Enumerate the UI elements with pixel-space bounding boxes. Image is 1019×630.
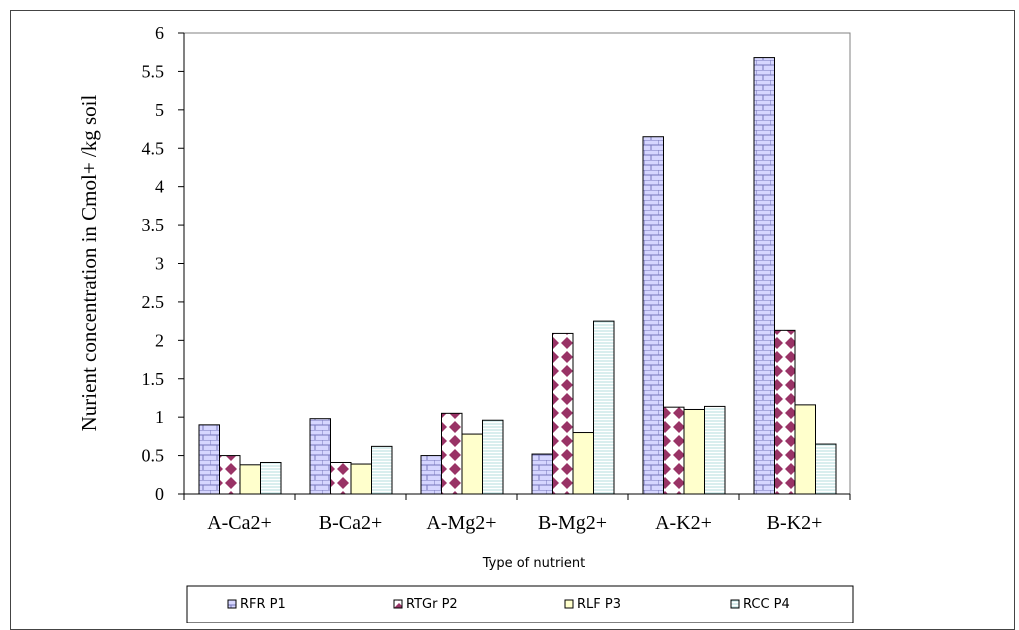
bar-rlf-p3-b-k2- [794,404,816,495]
y-tick-label: 0.5 [142,446,165,466]
x-category-label: B-Mg2+ [538,512,607,534]
bar-rcc-p4-b-mg2- [593,320,615,495]
y-tick-label: 4 [155,177,164,197]
bar-rfr-p1-b-mg2- [531,453,553,495]
bar-rcc-p4-b-k2- [815,443,837,495]
legend-swatch [227,599,237,609]
bar-rlf-p3-b-mg2- [572,432,594,495]
legend-label: RLF P3 [577,597,621,612]
bar-rtgr-p2-b-k2- [774,329,796,495]
bar-rfr-p1-b-k2- [753,57,775,495]
bar-rcc-p4-a-mg2- [482,419,504,495]
bar-rtgr-p2-a-k2- [663,406,685,495]
y-tick-label: 6 [155,23,164,43]
legend-swatch [393,599,403,609]
legend: RFR P1 RTGr P2 RLF P3 RCC P4 [186,585,854,623]
legend-box [186,585,854,623]
bar-rlf-p3-a-mg2- [461,433,483,495]
y-tick-label: 2 [155,330,164,350]
x-category-label: A-Mg2+ [426,512,496,534]
y-tick-label: 1 [155,407,164,427]
x-category-label: A-Ca2+ [207,512,272,534]
legend-swatch [564,599,574,609]
bar-rtgr-p2-b-mg2- [552,332,574,495]
plot-area [183,32,851,495]
y-tick-label: 5 [155,100,164,120]
y-tick-label: 3.5 [142,215,165,235]
bar-rlf-p3-a-ca2- [239,464,261,495]
x-axis-title: Type of nutrient [482,556,586,571]
legend-label: RTGr P2 [406,597,458,612]
y-tick-label: 1.5 [142,369,165,389]
y-tick-label: 3 [155,254,164,274]
bar-rfr-p1-a-ca2- [198,424,220,495]
y-tick-label: 4.5 [142,138,165,158]
bar-rlf-p3-b-ca2- [350,463,372,495]
y-tick-label: 5.5 [142,61,165,81]
legend-swatch [730,599,740,609]
legend-label: RCC P4 [743,597,790,612]
bar-rfr-p1-a-mg2- [420,455,442,495]
x-category-label: A-K2+ [655,512,712,534]
bar-rlf-p3-a-k2- [683,408,705,495]
bar-rtgr-p2-a-ca2- [219,455,241,495]
bar-rcc-p4-b-ca2- [371,445,393,495]
x-ticks-group: A-Ca2+ B-Ca2+ A-Mg2+ B-Mg2+ A-K2+ B-K2+ [183,494,851,534]
y-tick-label: 0 [155,484,164,504]
legend-label: RFR P1 [240,597,286,612]
bar-rtgr-p2-a-mg2- [441,412,463,495]
x-category-label: B-Ca2+ [319,512,383,534]
bar-rcc-p4-a-k2- [704,405,726,495]
y-tick-label: 2.5 [142,292,165,312]
bar-rcc-p4-a-ca2- [260,461,282,495]
bar-rfr-p1-a-k2- [642,136,664,495]
x-category-label: B-K2+ [767,512,823,534]
y-ticks-group: 0 0.5 1 1.5 2 2.5 3 3.5 4 4.5 5 5.5 6 [142,23,184,504]
bar-rfr-p1-b-ca2- [309,418,331,495]
bar-rtgr-p2-b-ca2- [330,461,352,495]
bars-group [198,57,837,495]
y-axis-title: Nurient concentration in Cmol+ /kg soil [77,94,101,431]
